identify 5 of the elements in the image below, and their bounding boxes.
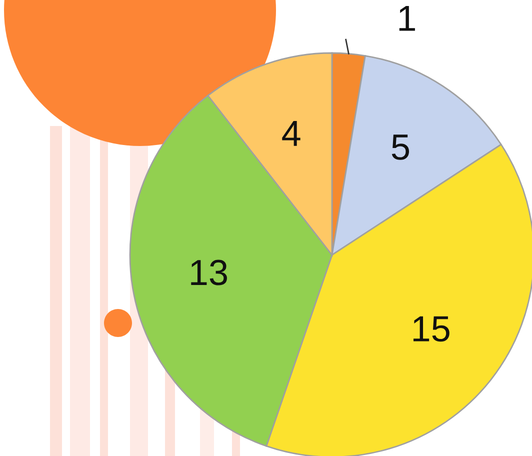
data-label: 5 [392, 134, 410, 160]
data-label: 4 [282, 121, 300, 146]
data-label: 13 [191, 260, 227, 286]
data-label: 15 [414, 316, 450, 342]
data-label: 1 [399, 6, 415, 31]
